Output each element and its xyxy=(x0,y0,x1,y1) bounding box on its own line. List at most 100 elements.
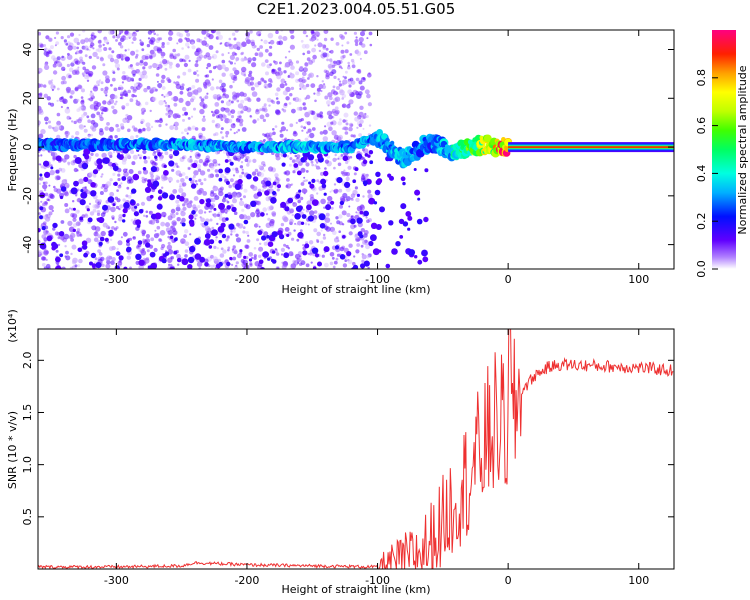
spectrogram-noise-point xyxy=(179,58,184,63)
colorbar: 0.00.20.40.60.8 Normalized spectral ampl… xyxy=(695,30,749,278)
spectrogram-noise-point xyxy=(152,96,157,102)
spectrogram-noise-point xyxy=(196,261,203,267)
spectrogram-frame xyxy=(37,29,675,270)
spectrogram-blob xyxy=(414,255,418,259)
spectrogram-noise-point xyxy=(187,117,191,120)
spectrogram-noise-point xyxy=(87,119,91,123)
spectrogram-blob xyxy=(246,173,252,180)
spectrogram-noise-point xyxy=(306,50,311,54)
spectrogram-noise-point xyxy=(168,36,173,41)
spectrogram-noise-point xyxy=(38,109,42,115)
spectrogram-noise-point xyxy=(111,77,116,82)
spectrogram-noise-point xyxy=(95,48,99,52)
spectrogram-noise-point xyxy=(66,89,71,94)
spectrogram-noise-point xyxy=(338,221,343,226)
spectrogram-noise-point xyxy=(284,170,291,176)
spectrogram-noise-point xyxy=(155,174,159,178)
spectrogram-blob xyxy=(407,215,413,221)
spectrogram-noise-point xyxy=(311,30,315,34)
spectrogram-noise-point xyxy=(256,214,260,218)
spectrogram-noise-point xyxy=(234,30,239,33)
spectrogram-noise-point xyxy=(196,47,201,53)
spectrogram-noise-point xyxy=(215,30,221,36)
spectrogram-noise-point xyxy=(78,178,84,185)
spectrogram-noise-point xyxy=(67,220,73,226)
spectrogram-blob xyxy=(295,193,301,199)
spectrogram-noise-point xyxy=(297,220,302,226)
spectrogram-noise-point xyxy=(237,110,242,115)
spectrogram-blob xyxy=(126,246,132,252)
spectrogram-blob xyxy=(184,269,190,275)
spectrogram-noise-point xyxy=(196,56,202,62)
spectrogram-noise-point xyxy=(200,222,204,226)
spectrogram-noise-point xyxy=(301,76,305,80)
spectrogram-noise-point xyxy=(98,79,102,82)
spectrogram-noise-point xyxy=(121,160,127,165)
spectrogram-noise-point xyxy=(76,228,81,232)
spectrogram-noise-point xyxy=(52,227,56,231)
spectrogram-blob xyxy=(226,205,231,210)
spectrogram-noise-point xyxy=(237,223,244,229)
spectrogram-noise-point xyxy=(220,118,224,121)
spectrogram-noise-point xyxy=(56,87,60,91)
spectrogram-blob xyxy=(36,278,42,284)
spectrogram-noise-point xyxy=(169,125,175,130)
spectrogram-blob xyxy=(112,203,116,207)
spectrogram-blob xyxy=(379,206,385,213)
spectrogram-noise-point xyxy=(285,96,290,101)
spectrogram-noise-point xyxy=(245,204,251,210)
spectrogram-noise-point xyxy=(56,61,63,68)
spectrogram-blob xyxy=(413,168,417,171)
spectrogram-noise-point xyxy=(137,170,142,175)
spectrogram-noise-point xyxy=(347,65,351,70)
spectrogram-blob xyxy=(311,247,319,254)
spectrogram-blob xyxy=(189,289,195,295)
spectrogram-noise-point xyxy=(97,249,101,254)
spectrogram-noise-point xyxy=(250,86,255,91)
spectrogram-noise-point xyxy=(119,96,122,100)
spectrogram-noise-point xyxy=(241,168,244,171)
spectrogram-noise-point xyxy=(210,254,214,259)
spectrogram-blob xyxy=(116,154,121,159)
spectrogram-noise-point xyxy=(127,32,133,39)
spectrogram-blob xyxy=(283,252,290,259)
spectrogram-noise-point xyxy=(45,53,50,57)
spectrogram-noise-point xyxy=(92,51,98,58)
spectrogram-blob xyxy=(74,157,82,164)
spectrogram-noise-point xyxy=(289,218,294,224)
spectrogram-blob xyxy=(307,154,315,161)
spectrogram-noise-point xyxy=(329,261,334,266)
spectrogram-noise-point xyxy=(118,41,122,46)
spectrogram-noise-point xyxy=(133,83,138,87)
spectrogram-noise-point xyxy=(103,38,109,44)
spectrogram-noise-point xyxy=(178,185,182,188)
spectrogram-noise-point xyxy=(332,265,336,269)
spectrogram-noise-point xyxy=(192,175,196,178)
spectrogram-noise-point xyxy=(122,71,126,75)
spectrogram-noise-point xyxy=(265,196,271,202)
spectrogram-noise-point xyxy=(248,73,252,78)
spectrogram-noise-point xyxy=(127,128,131,133)
spectrogram-noise-point xyxy=(186,88,190,91)
spectrogram-noise-point xyxy=(97,47,102,53)
spectrogram-noise-point xyxy=(199,170,206,176)
spectrogram-noise-point xyxy=(122,168,128,173)
spectrogram-noise-point xyxy=(112,109,118,115)
spectrogram-noise-point xyxy=(232,80,235,84)
spectrogram-noise-point xyxy=(111,226,115,230)
spectrogram-noise-point xyxy=(165,222,170,228)
spectrogram-blob xyxy=(132,173,140,181)
spectrogram-blob xyxy=(172,285,178,291)
spectrogram-noise-point xyxy=(310,83,316,88)
spectrogram-noise-point xyxy=(187,166,191,171)
spectrogram-noise-point xyxy=(265,113,270,118)
spectrogram-noise-point xyxy=(305,241,309,245)
spectrogram-noise-point xyxy=(259,45,263,49)
spectrogram-noise-point xyxy=(312,54,317,60)
spectrogram-noise-point xyxy=(182,106,187,112)
spectrogram-blob xyxy=(296,170,302,176)
spectrogram-blob xyxy=(199,256,206,263)
spectrogram-noise-point xyxy=(118,184,121,187)
spectrogram-noise-point xyxy=(281,108,284,111)
spectrogram-blob xyxy=(108,229,114,235)
